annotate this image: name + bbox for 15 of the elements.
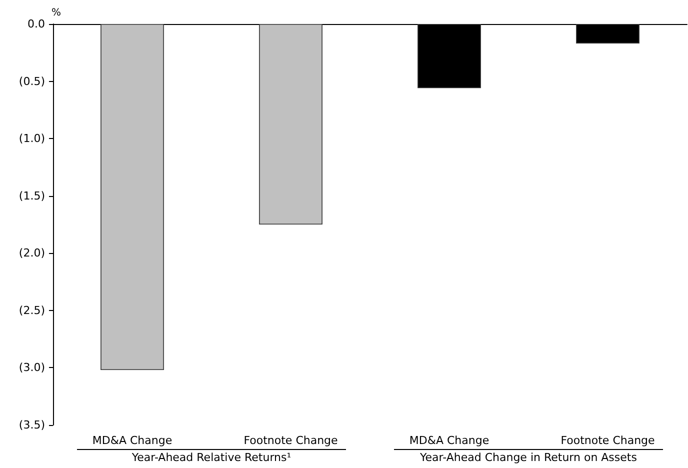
x-tick-label: MD&A Change bbox=[409, 434, 490, 447]
x-tick-label: MD&A Change bbox=[92, 434, 172, 447]
y-tick-label: (1.0) bbox=[18, 132, 45, 146]
text: Year-Ahead Relative Returns¹ bbox=[130, 451, 292, 464]
y-tick-label: (0.5) bbox=[18, 74, 45, 88]
x-tick-label: Footnote Change bbox=[244, 434, 338, 447]
y-tick-label: 0.0 bbox=[28, 18, 45, 30]
y-tick-label: (2.0) bbox=[18, 246, 45, 260]
y-tick-label: (3.0) bbox=[18, 361, 45, 374]
y-tick-label: (1.5) bbox=[18, 189, 45, 202]
x-tick-label: Footnote Change bbox=[560, 434, 656, 447]
y-tick-label: (2.5) bbox=[18, 304, 45, 317]
y-axis-title: % bbox=[51, 8, 61, 18]
y-tick-label: (3.5) bbox=[18, 418, 45, 432]
text: Year-Ahead Change in Return on Assets bbox=[419, 451, 638, 464]
